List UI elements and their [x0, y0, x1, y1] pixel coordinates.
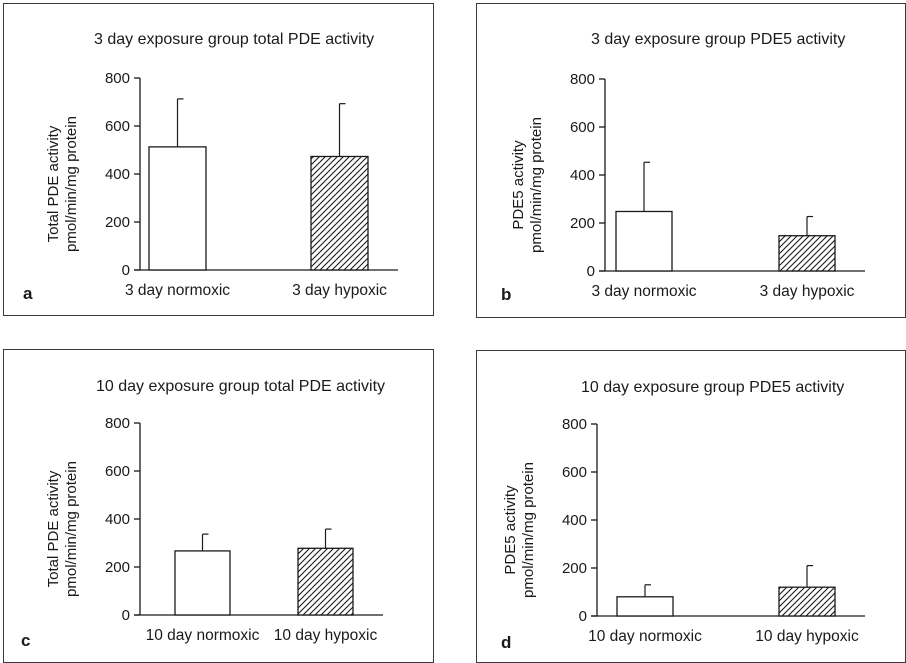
category-label: 10 day normoxic: [146, 627, 260, 644]
panel-letter: c: [21, 631, 30, 650]
y-tick-label: 600: [105, 118, 130, 135]
y-tick-label: 800: [562, 416, 587, 433]
category-label: 10 day hypoxic: [274, 627, 378, 644]
bar-normoxic: [174, 550, 231, 616]
category-label: 10 day normoxic: [588, 628, 702, 645]
y-tick-label: 600: [562, 464, 587, 481]
chart-title: 10 day exposure group PDE5 activity: [581, 379, 844, 396]
chart-panel-c: 10 day exposure group total PDE activity…: [3, 349, 434, 663]
y-tick-label: 400: [105, 166, 130, 183]
chart-panel-b: 3 day exposure group PDE5 activity PDE5 a…: [476, 3, 906, 318]
y-axis-label-line: pmol/min/mg protein: [520, 462, 537, 598]
chart-title: 3 day exposure group PDE5 activity: [591, 31, 845, 48]
y-tick-label: 0: [122, 262, 130, 279]
chart-panel-a: 3 day exposure group total PDE activity T…: [3, 3, 434, 316]
panel-letter: d: [501, 633, 511, 652]
y-axis-label-line: PDE5 activity: [510, 140, 527, 230]
bar-chart-b: 3 day exposure group PDE5 activity PDE5 a…: [501, 31, 865, 304]
y-tick-label: 600: [105, 463, 130, 480]
y-tick-label: 200: [105, 559, 130, 576]
y-axis-label-line: Total PDE activity: [45, 470, 62, 587]
bar-chart-a: 3 day exposure group total PDE activity T…: [23, 31, 398, 303]
y-tick-label: 200: [570, 215, 595, 232]
y-tick-label: 0: [579, 608, 587, 625]
y-axis-label-line: pmol/min/mg protein: [528, 117, 545, 253]
category-label: 3 day normoxic: [591, 283, 696, 300]
category-label: 3 day normoxic: [125, 282, 230, 299]
y-tick-label: 400: [562, 512, 587, 529]
y-axis-label-line: PDE5 activity: [502, 485, 519, 575]
bar-chart-c: 10 day exposure group total PDE activity…: [21, 378, 385, 650]
y-tick-label: 400: [105, 511, 130, 528]
y-axis-label-line: Total PDE activity: [45, 125, 62, 242]
y-tick-label: 800: [105, 415, 130, 432]
chart-title: 3 day exposure group total PDE activity: [94, 31, 374, 48]
bar-hypoxic: [310, 155, 369, 271]
panel-letter: a: [23, 284, 33, 303]
y-tick-label: 0: [587, 263, 595, 280]
bar-normoxic: [615, 210, 673, 272]
panel-letter: b: [501, 285, 511, 304]
y-tick-label: 200: [105, 214, 130, 231]
bar-hypoxic: [778, 586, 836, 617]
y-axis-label-line: pmol/min/mg protein: [63, 116, 80, 252]
category-label: 10 day hypoxic: [755, 628, 859, 645]
y-tick-label: 800: [570, 71, 595, 88]
chart-panel-d: 10 day exposure group PDE5 activity PDE5 …: [476, 350, 906, 663]
y-tick-label: 200: [562, 560, 587, 577]
bar-normoxic: [148, 146, 207, 271]
y-tick-label: 800: [105, 70, 130, 87]
category-label: 3 day hypoxic: [292, 282, 387, 299]
bar-normoxic: [616, 596, 674, 617]
y-axis-label-line: pmol/min/mg protein: [63, 461, 80, 597]
y-tick-label: 400: [570, 167, 595, 184]
y-tick-label: 600: [570, 119, 595, 136]
bar-hypoxic: [297, 547, 354, 616]
bar-chart-d: 10 day exposure group PDE5 activity PDE5 …: [501, 379, 865, 652]
category-label: 3 day hypoxic: [760, 283, 855, 300]
y-tick-label: 0: [122, 607, 130, 624]
chart-title: 10 day exposure group total PDE activity: [96, 378, 385, 395]
bar-hypoxic: [778, 235, 836, 272]
